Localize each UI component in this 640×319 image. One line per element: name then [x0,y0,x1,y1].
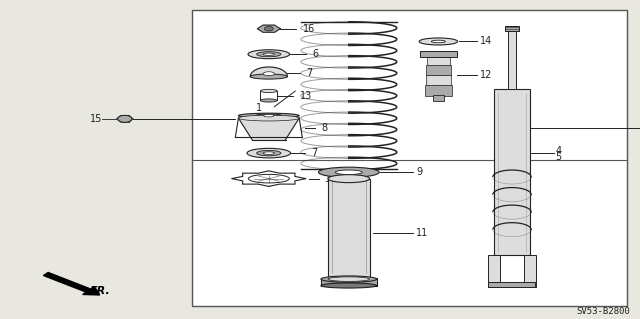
Text: 1: 1 [256,103,262,114]
Ellipse shape [257,151,281,156]
Text: 8: 8 [321,122,328,133]
Ellipse shape [321,283,376,288]
Ellipse shape [260,99,277,102]
Text: 5: 5 [556,152,562,162]
FancyArrow shape [44,272,100,295]
Polygon shape [239,118,300,140]
Bar [425,85,452,96]
Ellipse shape [247,148,291,158]
Ellipse shape [321,276,376,282]
Ellipse shape [248,50,290,59]
Bar [427,54,450,64]
Bar [426,75,451,85]
Ellipse shape [319,167,379,177]
Text: 11: 11 [416,228,428,238]
Ellipse shape [118,115,132,122]
Text: SV53-B2800: SV53-B2800 [577,307,630,315]
Bar [420,51,457,57]
Ellipse shape [263,152,275,154]
Text: 14: 14 [480,36,492,47]
Ellipse shape [263,53,275,56]
Text: 10: 10 [325,174,337,184]
Bar [525,255,536,287]
Text: 7: 7 [312,148,318,158]
Ellipse shape [328,174,370,182]
Bar [488,282,535,287]
Text: 16: 16 [303,24,315,34]
Ellipse shape [264,114,274,117]
Ellipse shape [260,89,277,93]
Ellipse shape [419,38,458,45]
Ellipse shape [239,115,300,121]
Ellipse shape [263,72,275,76]
Bar [433,95,444,101]
Polygon shape [250,67,287,77]
Ellipse shape [248,174,289,183]
Ellipse shape [335,170,362,174]
Text: 9: 9 [416,167,422,177]
Ellipse shape [256,114,282,117]
Ellipse shape [431,40,445,43]
Ellipse shape [328,277,370,281]
Polygon shape [232,171,306,186]
Text: 15: 15 [90,114,102,124]
Ellipse shape [257,52,281,57]
Text: 7: 7 [307,68,313,78]
Bar [260,91,277,100]
Text: 6: 6 [312,49,319,59]
Text: 4: 4 [556,146,562,156]
Bar [505,26,519,31]
Text: 13: 13 [300,91,312,101]
Bar [321,278,376,286]
Polygon shape [257,25,280,32]
Text: 12: 12 [480,70,492,80]
Bar [328,179,370,279]
Bar [508,26,516,89]
Bar [495,89,530,255]
Bar [192,10,627,306]
Bar [488,255,500,287]
Ellipse shape [239,113,300,118]
Bar [426,65,451,75]
Text: FR.: FR. [90,286,110,296]
Ellipse shape [250,74,287,79]
Circle shape [264,26,273,31]
